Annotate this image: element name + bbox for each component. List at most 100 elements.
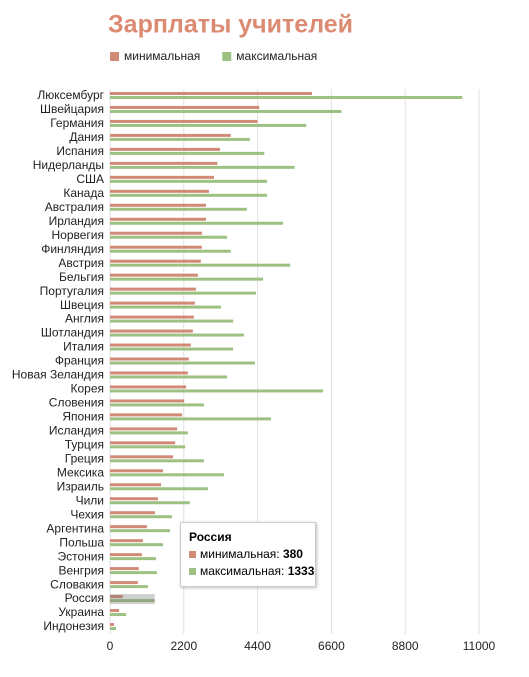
chart-title: Зарплаты учителей: [108, 11, 353, 39]
bar[interactable]: [110, 95, 463, 99]
bar[interactable]: [110, 161, 218, 165]
y-tick-label: Австралия: [45, 200, 104, 214]
bar[interactable]: [110, 221, 284, 225]
bar[interactable]: [110, 501, 190, 505]
y-tick-label: Чехия: [70, 507, 104, 521]
bar[interactable]: [110, 301, 195, 305]
bar[interactable]: [110, 399, 185, 403]
bar[interactable]: [110, 231, 202, 235]
bar[interactable]: [110, 455, 174, 459]
bar[interactable]: [110, 431, 188, 435]
y-tick-label: Новая Зеландия: [12, 368, 104, 382]
bar[interactable]: [110, 287, 196, 291]
bar[interactable]: [110, 445, 186, 449]
bar[interactable]: [110, 567, 139, 571]
bar[interactable]: [110, 599, 155, 603]
bar[interactable]: [110, 133, 231, 137]
bar[interactable]: [110, 497, 158, 501]
bar[interactable]: [110, 483, 161, 487]
bar[interactable]: [110, 627, 117, 631]
bar[interactable]: [110, 91, 312, 95]
bar[interactable]: [110, 539, 143, 543]
x-tick-label: 8800: [392, 639, 419, 653]
bar[interactable]: [110, 441, 176, 445]
bar[interactable]: [110, 147, 221, 151]
bar[interactable]: [110, 613, 127, 617]
bar[interactable]: [110, 259, 201, 263]
bar[interactable]: [110, 609, 120, 613]
bar[interactable]: [110, 473, 225, 477]
bar[interactable]: [110, 119, 258, 123]
bar[interactable]: [110, 553, 142, 557]
bar[interactable]: [110, 511, 155, 515]
bar[interactable]: [110, 137, 250, 141]
bar[interactable]: [110, 263, 291, 267]
bar[interactable]: [110, 557, 156, 561]
bar[interactable]: [110, 193, 267, 197]
y-tick-label: Япония: [62, 410, 104, 424]
bar[interactable]: [110, 245, 202, 249]
bar[interactable]: [110, 427, 178, 431]
bar[interactable]: [110, 623, 115, 627]
tooltip-row: минимальная 380: [189, 546, 307, 563]
bar[interactable]: [110, 315, 194, 319]
bar[interactable]: [110, 385, 187, 389]
legend-swatch: [222, 52, 232, 61]
bar[interactable]: [110, 203, 206, 207]
bar[interactable]: [110, 375, 228, 379]
bar[interactable]: [110, 189, 209, 193]
bar[interactable]: [110, 595, 123, 599]
bar[interactable]: [110, 217, 206, 221]
y-tick-label: Португалия: [40, 284, 104, 298]
bar[interactable]: [110, 389, 324, 393]
legend-label: максимальная: [236, 49, 317, 63]
bar[interactable]: [110, 469, 164, 473]
bar[interactable]: [110, 179, 267, 183]
bar[interactable]: [110, 459, 204, 463]
bar[interactable]: [110, 585, 148, 589]
y-tick-label: Польша: [59, 535, 104, 549]
bar[interactable]: [110, 515, 173, 519]
bar[interactable]: [110, 109, 342, 113]
bar[interactable]: [110, 305, 222, 309]
bar[interactable]: [110, 571, 157, 575]
bar[interactable]: [110, 175, 214, 179]
bar[interactable]: [110, 249, 231, 253]
y-tick-label: Чили: [76, 493, 104, 507]
x-tick-label: 11000: [463, 639, 496, 653]
y-tick-label: Дания: [69, 130, 104, 144]
bar[interactable]: [110, 105, 260, 109]
bar[interactable]: [110, 235, 228, 239]
bar[interactable]: [110, 543, 164, 547]
bar[interactable]: [110, 403, 204, 407]
bar[interactable]: [110, 343, 191, 347]
bar[interactable]: [110, 361, 255, 365]
bar[interactable]: [110, 319, 234, 323]
bar[interactable]: [110, 371, 188, 375]
x-tick-label: 6600: [318, 639, 345, 653]
bar[interactable]: [110, 417, 272, 421]
y-tick-label: Испания: [56, 144, 104, 158]
y-tick-label: Словения: [49, 396, 104, 410]
y-tick-label: Венгрия: [58, 563, 104, 577]
bar[interactable]: [110, 529, 171, 533]
bar[interactable]: [110, 487, 208, 491]
bar[interactable]: [110, 151, 265, 155]
bar[interactable]: [110, 277, 263, 281]
bar[interactable]: [110, 291, 256, 295]
bar[interactable]: [110, 333, 244, 337]
bar[interactable]: [110, 347, 234, 351]
bar[interactable]: [110, 413, 183, 417]
bar[interactable]: [110, 581, 138, 585]
bar[interactable]: [110, 273, 198, 277]
bar[interactable]: [110, 207, 247, 211]
y-tick-label: Люксембург: [37, 88, 104, 102]
y-tick-label: Словакия: [50, 577, 104, 591]
x-tick-label: 4400: [244, 639, 271, 653]
bar[interactable]: [110, 357, 189, 361]
bar[interactable]: [110, 329, 193, 333]
bar[interactable]: [110, 123, 307, 127]
bar[interactable]: [110, 165, 295, 169]
bar[interactable]: [110, 525, 147, 529]
y-tick-label: Нидерланды: [33, 158, 104, 172]
